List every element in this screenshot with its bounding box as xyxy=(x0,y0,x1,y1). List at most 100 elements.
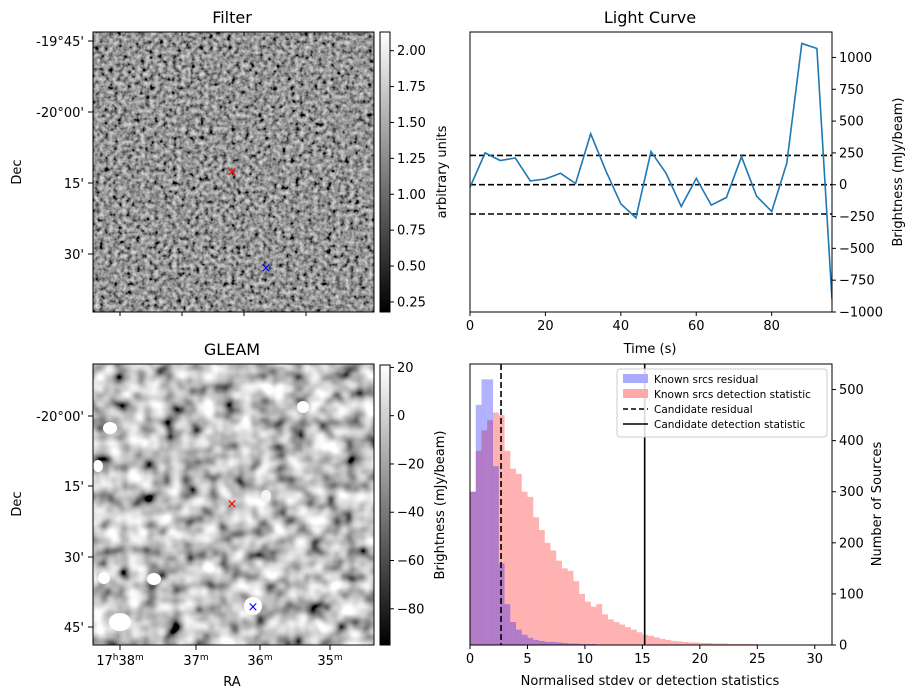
detection-bar-6 xyxy=(504,450,511,645)
filter-panel: Filter -19°45' -20°00' 15' 30' Dec × × 2… xyxy=(10,8,450,316)
detection-bar-39 xyxy=(694,642,700,645)
light-curve-title: Light Curve xyxy=(604,8,696,27)
gleam-colorbar xyxy=(379,364,391,646)
detection-bar-38 xyxy=(688,642,695,645)
legend-label-detection: Known srcs detection statistic xyxy=(654,389,811,401)
histogram-xtick-label-0: 0 xyxy=(466,652,474,667)
residual-bar-11 xyxy=(533,639,540,645)
detection-bar-21 xyxy=(590,606,597,645)
detection-bar-20 xyxy=(584,601,591,645)
light-curve-xtick-label-1: 20 xyxy=(537,319,554,334)
gleam-marker-red: × xyxy=(227,497,238,512)
gleam-ytick-2: 15' xyxy=(64,480,84,495)
detection-bar-12 xyxy=(538,530,545,645)
detection-bar-9 xyxy=(521,491,528,645)
histogram-ytick-label-2: 200 xyxy=(839,536,864,551)
histogram-xtick-label-4: 20 xyxy=(692,652,709,667)
gleam-ticks xyxy=(88,415,331,650)
filter-cb-tick-label-3: 1.25 xyxy=(397,152,426,167)
histogram-frame xyxy=(469,363,833,646)
light-curve-ytick-label-6: −500 xyxy=(839,242,875,257)
histogram-xtick-label-3: 15 xyxy=(634,652,651,667)
gleam-xtick-4: 35m xyxy=(317,653,342,669)
detection-bar-1 xyxy=(475,450,482,645)
filter-marker-blue: × xyxy=(261,261,272,276)
detection-bar-15 xyxy=(556,560,562,645)
light-curve-ytick-label-5: −250 xyxy=(839,210,875,225)
histogram-ytick-label-4: 400 xyxy=(839,434,864,449)
detection-bar-49 xyxy=(751,643,758,645)
filter-cb-tick-label-7: 0.25 xyxy=(397,295,426,310)
detection-bar-35 xyxy=(671,640,677,645)
filter-colorbar-label: arbitrary units xyxy=(435,125,450,218)
gleam-colorbar-label: Brightness (mJy/beam) xyxy=(433,431,448,580)
gleam-cb-tick-label-0: 20 xyxy=(397,361,414,376)
detection-bar-45 xyxy=(728,643,735,645)
residual-bar-17 xyxy=(567,643,574,645)
detection-bar-0 xyxy=(470,491,476,645)
gleam-title: GLEAM xyxy=(204,340,260,359)
light-curve-ytick-label-3: 250 xyxy=(839,146,864,161)
residual-bar-12 xyxy=(538,640,545,645)
histogram-panel: 0 5 10 15 20 25 30 0 100 200 300 400 500 Normalised… xyxy=(466,363,885,689)
histogram-xticks: 0 5 10 15 20 25 30 xyxy=(466,645,823,667)
light-curve-hlines xyxy=(470,154,832,215)
detection-bar-8 xyxy=(515,473,522,645)
residual-bar-0 xyxy=(470,491,476,645)
detection-bar-7 xyxy=(510,468,517,645)
residual-bar-16 xyxy=(561,642,568,645)
light-curve-yticks: 1000 750 500 250 0 −250 −500 −750 −1000 xyxy=(832,51,883,321)
light-curve-xtick-label-3: 60 xyxy=(688,319,705,334)
gleam-bright-sources xyxy=(93,401,309,631)
light-curve-ytick-label-4: 0 xyxy=(839,178,847,193)
light-curve-panel: Light Curve 0 20 40 60 80 1000 750 500 250 0 −250… xyxy=(466,8,906,357)
filter-colorbar-ticks: 2.00 1.75 1.50 1.25 1.00 0.75 0.50 0.25 xyxy=(390,44,426,310)
detection-bar-40 xyxy=(699,642,706,645)
detection-bar-44 xyxy=(722,643,729,645)
filter-cb-tick-label-4: 1.00 xyxy=(397,188,426,203)
detection-bar-48 xyxy=(745,643,752,645)
detection-bar-11 xyxy=(533,517,540,645)
filter-ytick-1: -19°45' xyxy=(36,35,84,50)
gleam-cb-tick-label-2: −20 xyxy=(397,457,424,472)
detection-bar-26 xyxy=(619,624,626,645)
residual-bar-19 xyxy=(579,643,585,645)
detection-bar-24 xyxy=(607,619,614,645)
residual-bar-2 xyxy=(481,379,488,645)
detection-bar-13 xyxy=(544,542,551,645)
histogram-xtick-label-1: 5 xyxy=(523,652,531,667)
residual-bar-3 xyxy=(487,379,494,645)
residual-bar-21 xyxy=(590,643,597,645)
light-curve-xtick-label-0: 0 xyxy=(466,319,474,334)
light-curve-xlabel: Time (s) xyxy=(623,342,677,357)
detection-bar-47 xyxy=(740,643,746,645)
gleam-image xyxy=(93,364,374,645)
residual-bar-8 xyxy=(515,629,522,645)
light-curve-ytick-label-1: 750 xyxy=(839,83,864,98)
light-curve-series-line xyxy=(470,42,832,300)
residual-bar-15 xyxy=(556,642,562,645)
light-curve-ytick-label-2: 500 xyxy=(839,115,864,130)
residual-bar-13 xyxy=(544,641,551,645)
filter-ytick-4: 30' xyxy=(64,248,84,263)
gleam-colorbar-ticks: 20 0 −20 −40 −60 −80 xyxy=(390,361,424,617)
residual-bar-6 xyxy=(504,604,511,645)
detection-bar-3 xyxy=(487,420,494,645)
gleam-cb-tick-label-4: −60 xyxy=(397,554,424,569)
detection-bar-22 xyxy=(596,604,603,645)
gleam-panel: GLEAM -20°00' 15' 30' 45' Dec 17h38m 37m… xyxy=(10,340,448,690)
light-curve-xticks: 0 20 40 60 80 xyxy=(466,312,780,334)
residual-bar-1 xyxy=(475,404,482,645)
detection-bar-33 xyxy=(659,638,666,645)
histogram-ytick-label-5: 500 xyxy=(839,383,864,398)
detection-bar-25 xyxy=(613,622,620,645)
filter-frame xyxy=(92,31,375,313)
detection-bar-34 xyxy=(665,639,672,645)
gleam-ylabel: Dec xyxy=(10,491,25,516)
residual-bar-20 xyxy=(584,643,591,645)
histogram-ylabel: Number of Sources xyxy=(870,442,885,567)
legend-swatch-detection xyxy=(623,389,648,398)
histogram-ytick-label-0: 0 xyxy=(839,639,847,654)
legend-box xyxy=(616,368,828,438)
residual-bar-10 xyxy=(527,637,534,645)
